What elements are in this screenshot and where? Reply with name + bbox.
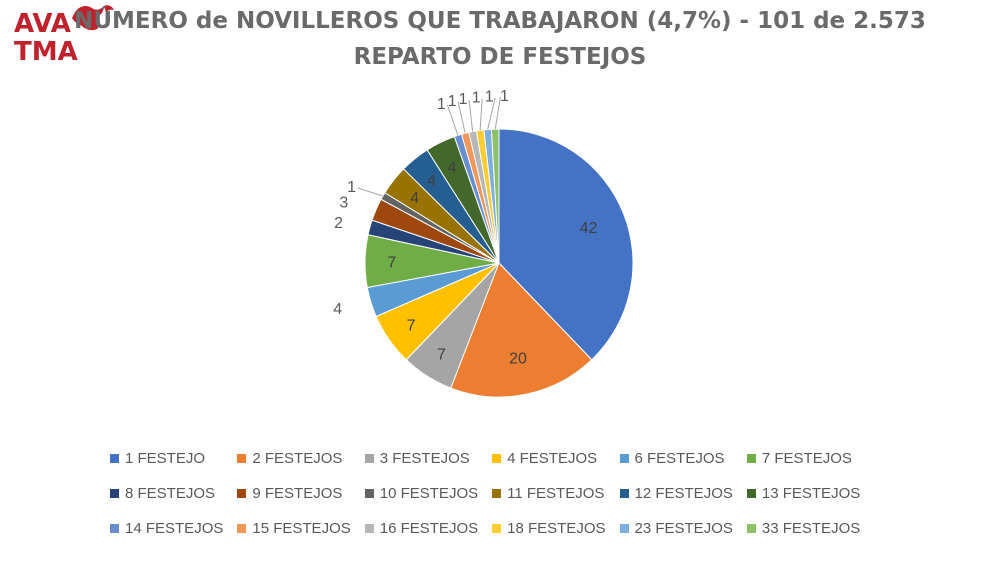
- legend-item-10-festejos: 10 FESTEJOS: [364, 485, 492, 502]
- legend-label: 3 FESTEJOS: [379, 450, 470, 467]
- legend-item-23-festejos: 23 FESTEJOS: [619, 520, 747, 537]
- logo-line2: TMA: [14, 37, 78, 66]
- slice-value-label: 1: [437, 96, 446, 113]
- legend-swatch: [492, 454, 502, 463]
- legend-swatch: [110, 454, 119, 463]
- slice-value-label: 1: [500, 88, 509, 105]
- legend-label: 13 FESTEJOS: [761, 485, 861, 502]
- leader-line: [487, 97, 496, 130]
- pie-slice-1-festejo: [498, 128, 634, 361]
- legend-label: 1 FESTEJO: [125, 450, 206, 467]
- leader-line: [357, 187, 384, 197]
- legend-label: 10 FESTEJOS: [379, 485, 479, 502]
- legend-label: 4 FESTEJOS: [507, 450, 598, 467]
- slice-value-label: 4: [333, 301, 342, 318]
- legend-swatch: [746, 524, 756, 533]
- legend-label: 15 FESTEJOS: [252, 520, 351, 537]
- legend-label: 11 FESTEJOS: [507, 485, 605, 502]
- slice-value-label: 42: [580, 220, 598, 237]
- legend-item-6-festejos: 6 FESTEJOS: [619, 450, 747, 467]
- slice-value-label: 1: [448, 93, 457, 110]
- legend-swatch: [110, 489, 119, 498]
- bull-icon: [72, 5, 114, 31]
- legend-item-8-festejos: 8 FESTEJOS: [110, 485, 237, 502]
- legend-item-13-festejos: 13 FESTEJOS: [746, 485, 874, 502]
- pie-slice-33-festejos: [490, 128, 500, 264]
- legend-swatch: [237, 489, 247, 498]
- leader-line: [479, 98, 483, 131]
- legend-swatch: [746, 489, 756, 498]
- legend-label: 14 FESTEJOS: [125, 520, 224, 537]
- legend-swatch: [364, 489, 374, 498]
- legend-label: 23 FESTEJOS: [634, 520, 733, 537]
- legend-swatch: [492, 489, 502, 498]
- slice-value-label: 4: [410, 190, 419, 207]
- legend-label: 6 FESTEJOS: [634, 450, 725, 467]
- leader-line: [446, 104, 459, 136]
- legend-label: 7 FESTEJOS: [761, 450, 852, 467]
- legend-item-2-festejos: 2 FESTEJOS: [237, 450, 364, 467]
- legend-label: 8 FESTEJOS: [125, 485, 216, 502]
- legend-swatch: [364, 524, 374, 533]
- slice-value-label: 1: [347, 179, 356, 196]
- leader-line: [494, 96, 501, 130]
- legend-swatch: [492, 524, 502, 533]
- slice-value-label: 2: [334, 215, 343, 232]
- slice-value-label: 4: [427, 173, 436, 190]
- slice-value-label: 7: [407, 317, 416, 334]
- chart-title-line1: NÚMERO de NOVILLEROS QUE TRABAJARON (4,7…: [74, 8, 926, 34]
- pie-slice-2-festejos: [450, 262, 593, 398]
- avatma-logo: AVA TMA: [14, 5, 114, 66]
- legend-item-18-festejos: 18 FESTEJOS: [492, 520, 619, 537]
- logo-line1: AVA: [14, 9, 71, 39]
- slice-value-label: 7: [387, 254, 396, 271]
- legend-swatch: [619, 454, 629, 463]
- legend-item-9-festejos: 9 FESTEJOS: [237, 485, 364, 502]
- legend-item-11-festejos: 11 FESTEJOS: [492, 485, 619, 502]
- legend-swatch: [746, 454, 756, 463]
- legend-item-33-festejos: 33 FESTEJOS: [746, 520, 874, 537]
- legend-item-14-festejos: 14 FESTEJOS: [110, 520, 237, 537]
- legend-swatch: [237, 454, 247, 463]
- legend-item-1-festejo: 1 FESTEJO: [110, 450, 237, 467]
- legend-label: 33 FESTEJOS: [761, 520, 861, 537]
- legend-swatch: [110, 524, 119, 533]
- leader-line: [457, 102, 466, 134]
- slice-value-label: 1: [485, 89, 494, 106]
- legend-item-7-festejos: 7 FESTEJOS: [746, 450, 874, 467]
- legend-item-16-festejos: 16 FESTEJOS: [364, 520, 492, 537]
- legend-swatch: [619, 489, 629, 498]
- legend-label: 12 FESTEJOS: [634, 485, 733, 502]
- slice-value-label: 1: [472, 90, 481, 107]
- legend-label: 16 FESTEJOS: [379, 520, 479, 537]
- slice-value-label: 7: [437, 346, 446, 363]
- legend-item-3-festejos: 3 FESTEJOS: [364, 450, 492, 467]
- slice-value-label: 1: [459, 91, 468, 108]
- legend-swatch: [237, 524, 247, 533]
- chart-legend: 1 FESTEJO 2 FESTEJOS 3 FESTEJOS 4 FESTEJOS 6…: [110, 450, 910, 537]
- legend-swatch: [364, 454, 374, 463]
- legend-label: 18 FESTEJOS: [507, 520, 606, 537]
- legend-item-12-festejos: 12 FESTEJOS: [619, 485, 747, 502]
- legend-label: 2 FESTEJOS: [252, 450, 343, 467]
- legend-item-15-festejos: 15 FESTEJOS: [237, 520, 364, 537]
- legend-swatch: [619, 524, 629, 533]
- slice-value-label: 20: [509, 351, 527, 368]
- slice-value-label: 4: [448, 160, 457, 177]
- slice-value-label: 3: [339, 195, 348, 212]
- legend-item-4-festejos: 4 FESTEJOS: [492, 450, 619, 467]
- chart-title-line2: REPARTO DE FESTEJOS: [353, 44, 647, 70]
- legend-label: 9 FESTEJOS: [252, 485, 343, 502]
- leader-line: [468, 100, 474, 132]
